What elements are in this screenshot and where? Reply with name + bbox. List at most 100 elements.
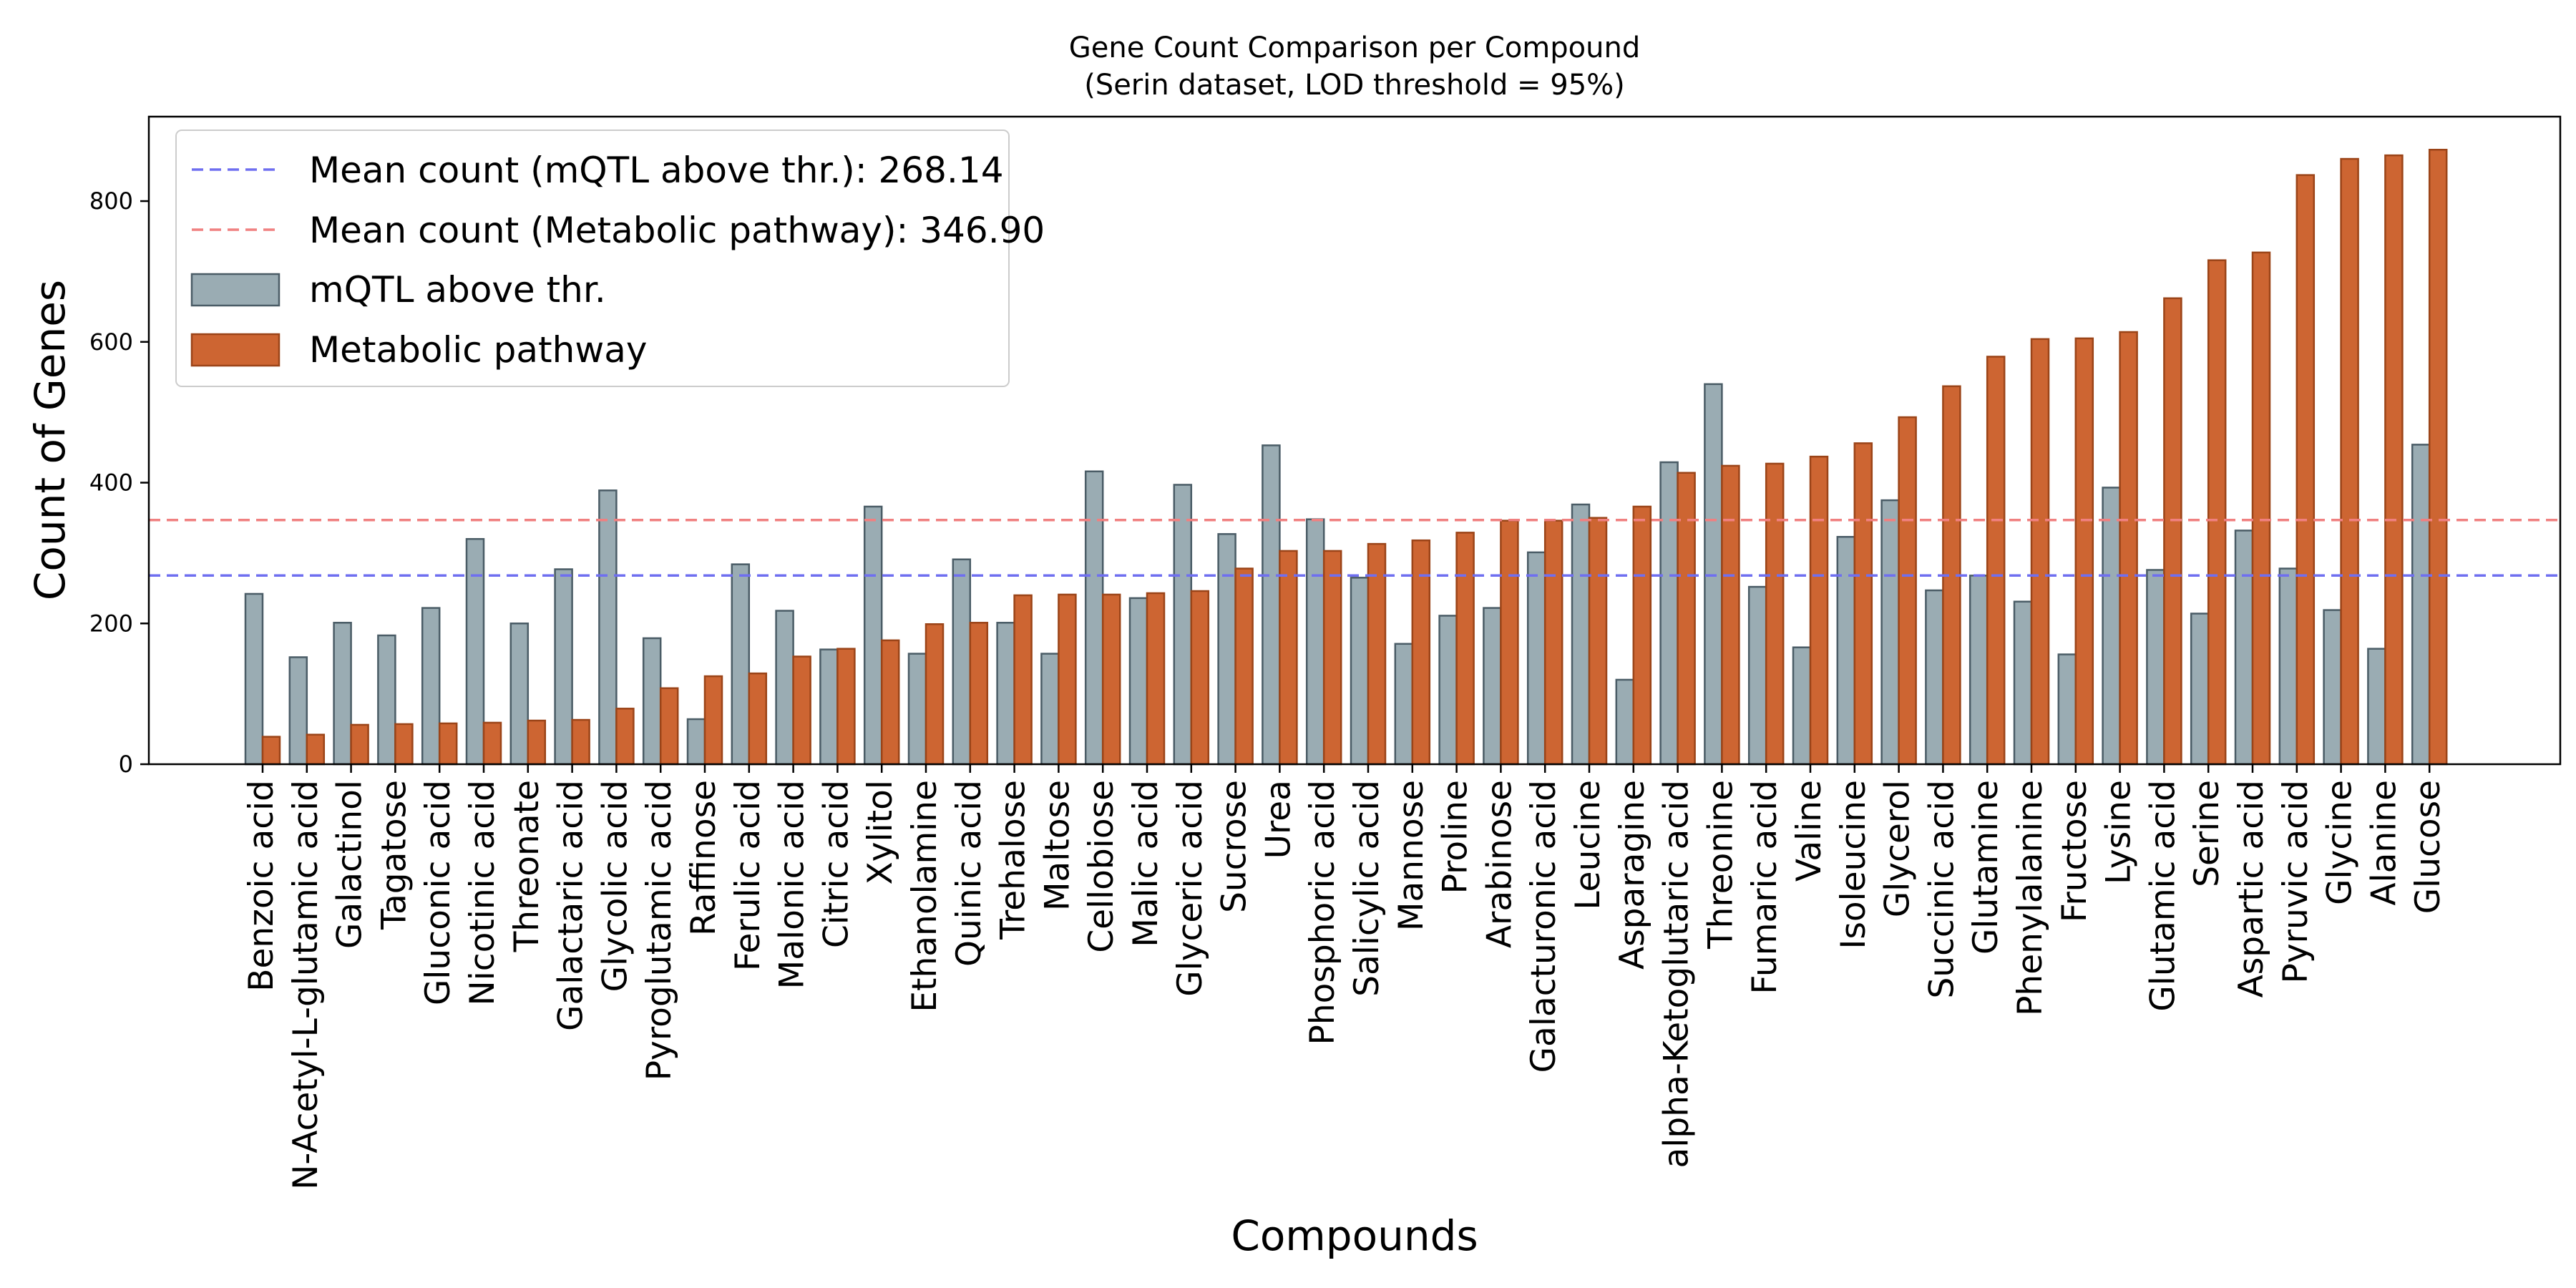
bar-mqtl [509, 623, 530, 766]
bar-metabolic-pathway [1322, 550, 1342, 766]
x-tick-label: Phenylalanine [2011, 780, 2050, 1016]
bar-metabolic-pathway [880, 639, 900, 766]
y-axis: 0 200 400 600 800 [89, 187, 149, 778]
bar-metabolic-pathway [1455, 532, 1475, 766]
bar-metabolic-pathway [2296, 174, 2316, 766]
x-axis-label: Compounds [1231, 1211, 1478, 1260]
bar-metabolic-pathway [1279, 550, 1298, 766]
bar-metabolic-pathway [1234, 567, 1254, 766]
bar-mqtl [244, 592, 264, 766]
bar-metabolic-pathway [1986, 356, 2006, 766]
bar-mqtl [1040, 653, 1060, 766]
legend-label-mqtl-mean: Mean count (mQTL above thr.): 268.14 [309, 150, 1004, 191]
x-tick-label: Glycerol [1878, 780, 1918, 917]
x-tick-label: Quinic acid [950, 780, 989, 967]
x-tick-label: Lysine [2099, 780, 2139, 884]
bar-metabolic-pathway [1101, 593, 1121, 766]
x-tick-label: Xylitol [861, 780, 900, 884]
x-tick-label: Fumaric acid [1745, 780, 1785, 995]
y-axis-label: Count of Genes [26, 280, 74, 600]
plot-frame [147, 115, 2562, 766]
bar-mqtl [1217, 533, 1236, 766]
bar-metabolic-pathway [482, 721, 502, 766]
bar-mqtl [2367, 648, 2386, 766]
bar-mqtl [1526, 551, 1546, 766]
bar-mqtl [1747, 585, 1767, 766]
x-tick-label: Gluconic acid [419, 780, 458, 1005]
bar-mqtl [952, 558, 972, 766]
y-tick-label: 0 [119, 751, 133, 778]
bar-mqtl [1350, 577, 1370, 766]
bar-metabolic-pathway [659, 687, 679, 766]
bar-mqtl [996, 622, 1015, 766]
bar-metabolic-pathway [1543, 519, 1563, 766]
x-tick-label: Aspartic acid [2232, 780, 2271, 997]
bar-metabolic-pathway [615, 708, 635, 766]
x-tick-label: Tagatose [374, 780, 414, 930]
bar-metabolic-pathway [2030, 338, 2050, 766]
bar-mqtl [2146, 569, 2165, 766]
x-tick-label: Valine [1790, 780, 1829, 882]
x-tick-label: Cellobiose [1082, 780, 1121, 953]
bar-metabolic-pathway [703, 675, 723, 766]
x-tick-label: Threonate [507, 780, 547, 952]
x-tick-label: Nicotinic acid [463, 780, 502, 1005]
x-tick-label: Benzoic acid [242, 780, 281, 992]
x-tick-label: Alanine [2364, 780, 2404, 906]
y-tick-label: 600 [89, 328, 133, 356]
bar-mqtl [1438, 615, 1458, 766]
x-tick-label: Trehalose [994, 780, 1033, 940]
x-tick-label: Galactinol [331, 780, 370, 949]
bar-mqtl [1483, 607, 1502, 766]
bar-metabolic-pathway [792, 655, 811, 766]
bar-metabolic-pathway [306, 733, 326, 766]
bar-metabolic-pathway [438, 722, 458, 766]
x-tick-label: Leucine [1568, 780, 1608, 910]
bar-mqtl [1925, 589, 1944, 766]
x-tick-label: N-Acetyl-L-glutamic acid [286, 780, 326, 1190]
bar-mqtl [288, 656, 308, 766]
x-tick-label: Succinic acid [1922, 780, 1961, 999]
bar-metabolic-pathway [527, 719, 547, 766]
bar-mqtl [2278, 567, 2298, 766]
bar-mqtl [2323, 609, 2342, 766]
bar-mqtl [2234, 530, 2254, 766]
bar-mqtl [2102, 487, 2121, 766]
bar-metabolic-pathway [1632, 505, 1652, 766]
x-tick-label: Maltose [1038, 780, 1077, 911]
x-tick-label: Glycolic acid [595, 780, 635, 992]
bar-metabolic-pathway [748, 672, 768, 766]
bar-mqtl [1659, 461, 1679, 766]
y-tick-label: 200 [89, 610, 133, 637]
bar-metabolic-pathway [1721, 464, 1740, 766]
bar-metabolic-pathway [2384, 154, 2404, 766]
bar-mqtl [1262, 444, 1281, 766]
x-tick-label: Proline [1436, 780, 1475, 894]
bar-metabolic-pathway [1190, 590, 1210, 766]
bar-metabolic-pathway [2428, 148, 2448, 766]
bar-metabolic-pathway [261, 736, 281, 766]
x-tick-label: Raffinose [684, 780, 723, 936]
x-tick-label: Galacturonic acid [1524, 780, 1563, 1073]
bar-mqtl [1704, 383, 1723, 766]
bar-metabolic-pathway [1367, 542, 1387, 766]
x-tick-label: Phosphoric acid [1303, 780, 1342, 1045]
bar-mqtl [1394, 643, 1414, 766]
bar-mqtl [2013, 600, 2033, 766]
bar-mqtl [465, 537, 485, 766]
legend-swatch-pathway [190, 333, 280, 367]
bar-metabolic-pathway [1013, 594, 1033, 766]
bar-metabolic-pathway [2074, 337, 2094, 766]
bar-mqtl [554, 568, 573, 766]
x-tick-label: Serine [2187, 780, 2227, 887]
x-tick-label: Threonine [1701, 780, 1740, 950]
bar-metabolic-pathway [1809, 455, 1829, 766]
bar-mqtl [1968, 575, 1989, 766]
x-tick-label: Malic acid [1126, 780, 1166, 947]
bar-metabolic-pathway [1853, 442, 1873, 766]
bar-metabolic-pathway [2251, 251, 2271, 766]
bar-metabolic-pathway [1588, 517, 1608, 766]
bar-mqtl [598, 489, 618, 766]
bar-mqtl [1880, 499, 1900, 766]
bar-mqtl [1571, 503, 1591, 766]
